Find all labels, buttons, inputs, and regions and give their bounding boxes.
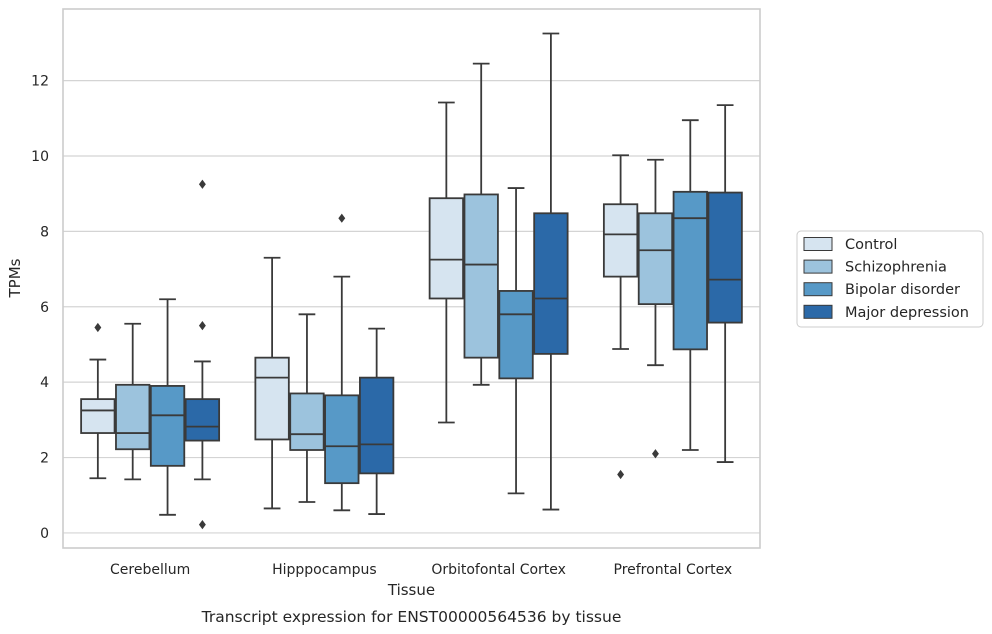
outlier-point [617,469,625,480]
legend-label: Bipolar disorder [845,282,960,298]
box-iqr [80,398,116,434]
box-group [324,213,360,512]
legend-label: Major depression [845,305,969,321]
legend-swatch [803,237,833,251]
x-tick-label: Hipppocampus [272,562,377,578]
box-group [498,187,534,495]
box-group [602,154,639,480]
chart-caption: Transcript expression for ENST0000056453… [201,608,622,626]
box-iqr [359,376,395,475]
outlier-point [198,520,206,530]
y-tick-label: 4 [40,375,49,391]
y-tick-label: 2 [40,451,49,467]
box-iqr [707,191,743,324]
outlier-point [198,179,206,189]
box-group [115,322,151,481]
box-group [184,179,221,530]
box-iqr [498,290,534,380]
outlier-point [198,321,206,331]
plot-frame [62,8,761,549]
box-group [254,256,290,510]
legend-swatch [803,282,833,297]
y-axis-label: TPMs [6,258,24,298]
box-iqr [115,383,151,451]
box-iqr [254,356,290,441]
x-axis-label: Tissue [387,581,435,599]
box-iqr [637,212,674,306]
x-tick-label: Orbitofontal Cortex [431,562,566,578]
box-group [149,298,186,516]
outlier-point [338,213,346,223]
box-group [533,32,569,511]
box-iqr [289,392,325,451]
box-group [80,322,116,480]
x-tick-label: Cerebellum [110,562,190,578]
y-tick-label: 10 [31,149,49,165]
box-group [637,158,674,459]
box-iqr [672,190,708,351]
x-tick-labels: Cerebellum Hipppocampus Orbitofontal Corte… [110,562,732,578]
box-iqr [533,212,569,355]
legend-label: Control [845,237,897,253]
box-iqr [184,398,221,442]
outlier-point [94,322,102,333]
legend-frame [796,230,984,328]
box-group [359,327,395,515]
y-tick-label: 6 [40,300,49,316]
box-group [707,104,743,463]
outlier-point [652,449,659,459]
box-iqr [149,385,186,467]
legend-swatch [803,259,833,274]
box-group [463,62,499,386]
box-iqr [463,193,499,359]
y-tick-labels: 0 2 4 6 8 10 12 [31,74,49,542]
boxes [80,32,743,530]
y-tick-label: 8 [40,224,49,240]
box-iqr [602,203,639,278]
y-tick-label: 0 [40,526,49,542]
box-group [672,119,708,451]
legend-label: Schizophrenia [845,260,947,276]
box-group [428,101,464,424]
y-tick-label: 12 [31,74,49,90]
box-iqr [324,394,360,485]
legend-swatch [803,304,833,319]
x-tick-label: Prefrontal Cortex [614,562,733,578]
box-iqr [428,197,464,300]
box-group [289,313,325,503]
legend: Control Schizophrenia Bipolar disorder Majo… [796,230,984,328]
